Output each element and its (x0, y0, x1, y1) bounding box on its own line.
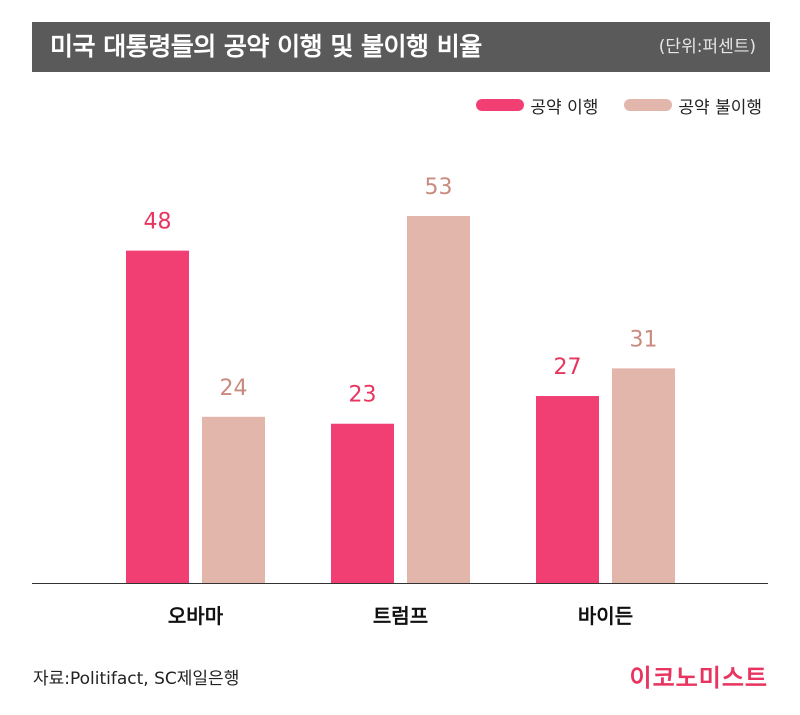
legend-item-unfulfilled: 공약 불이행 (624, 93, 762, 118)
publisher-logo: 이코노미스트 (629, 664, 768, 692)
data-label-1-0: 23 (349, 383, 377, 408)
data-label-0-1: 24 (220, 376, 248, 401)
bar-1-0 (331, 423, 394, 583)
legend-label-fulfilled: 공약 이행 (530, 97, 599, 118)
unit-label: (단위:퍼센트) (658, 37, 756, 57)
category-label-2: 바이든 (578, 604, 633, 628)
category-label-0: 오바마 (168, 604, 224, 628)
bar-2-1 (612, 368, 675, 583)
legend-label-unfulfilled: 공약 불이행 (678, 97, 762, 118)
category-label-1: 트럼프 (373, 604, 428, 628)
legend-swatch-fulfilled (476, 99, 525, 111)
bar-2-0 (536, 396, 599, 583)
data-label-1-1: 53 (425, 175, 453, 200)
bar-0-1 (202, 416, 265, 583)
legend-swatch-unfulfilled (624, 99, 673, 111)
data-label-2-0: 27 (554, 355, 582, 380)
data-label-0-0: 48 (144, 210, 172, 235)
bar-1-1 (407, 216, 470, 583)
chart-title: 미국 대통령들의 공약 이행 및 불이행 비율 (50, 32, 482, 61)
legend: 공약 이행 공약 불이행 (476, 92, 762, 118)
bar-0-0 (126, 250, 189, 584)
data-label-2-1: 31 (630, 327, 658, 352)
title-bar: 미국 대통령들의 공약 이행 및 불이행 비율 (단위:퍼센트) (32, 22, 770, 72)
source-note: 자료:Politifact, SC제일은행 (33, 669, 240, 689)
legend-item-fulfilled: 공약 이행 (476, 93, 598, 118)
